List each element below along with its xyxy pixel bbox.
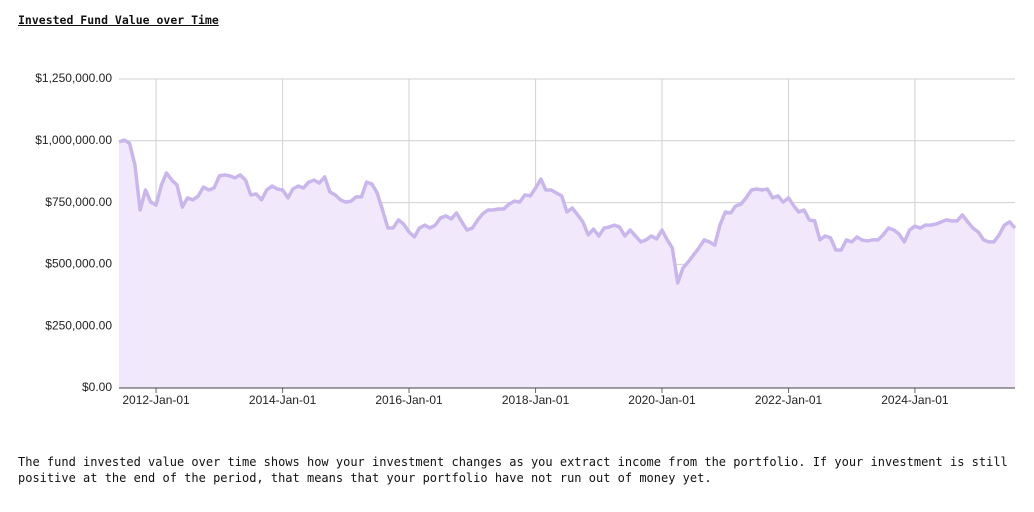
chart: $0.00 $250,000.00 $500,000.00 $750,000.00 $1… — [35, 71, 1017, 407]
line — [118, 138, 1017, 285]
x-tick-label: 2012-Jan-01 — [122, 393, 190, 407]
y-tick-label: $750,000.00 — [45, 195, 112, 209]
y-tick-label: $250,000.00 — [45, 318, 112, 332]
y-tick-label: $500,000.00 — [45, 257, 112, 271]
x-tick-label: 2020-Jan-01 — [628, 393, 696, 407]
x-tick-label: 2022-Jan-01 — [755, 393, 823, 407]
area — [119, 140, 1015, 388]
x-tick-label: 2024-Jan-01 — [881, 393, 949, 407]
chart-title: Invested Fund Value over Time — [18, 13, 219, 27]
y-tick-label: $1,000,000.00 — [35, 133, 112, 147]
y-tick-label: $1,250,000.00 — [35, 71, 112, 85]
x-tick-label: 2014-Jan-01 — [249, 393, 317, 407]
x-tick-label: 2016-Jan-01 — [375, 393, 443, 407]
description: The fund invested value over time shows … — [18, 455, 1008, 485]
x-tick-label: 2018-Jan-01 — [502, 393, 570, 407]
y-tick-label: $0.00 — [82, 380, 112, 394]
